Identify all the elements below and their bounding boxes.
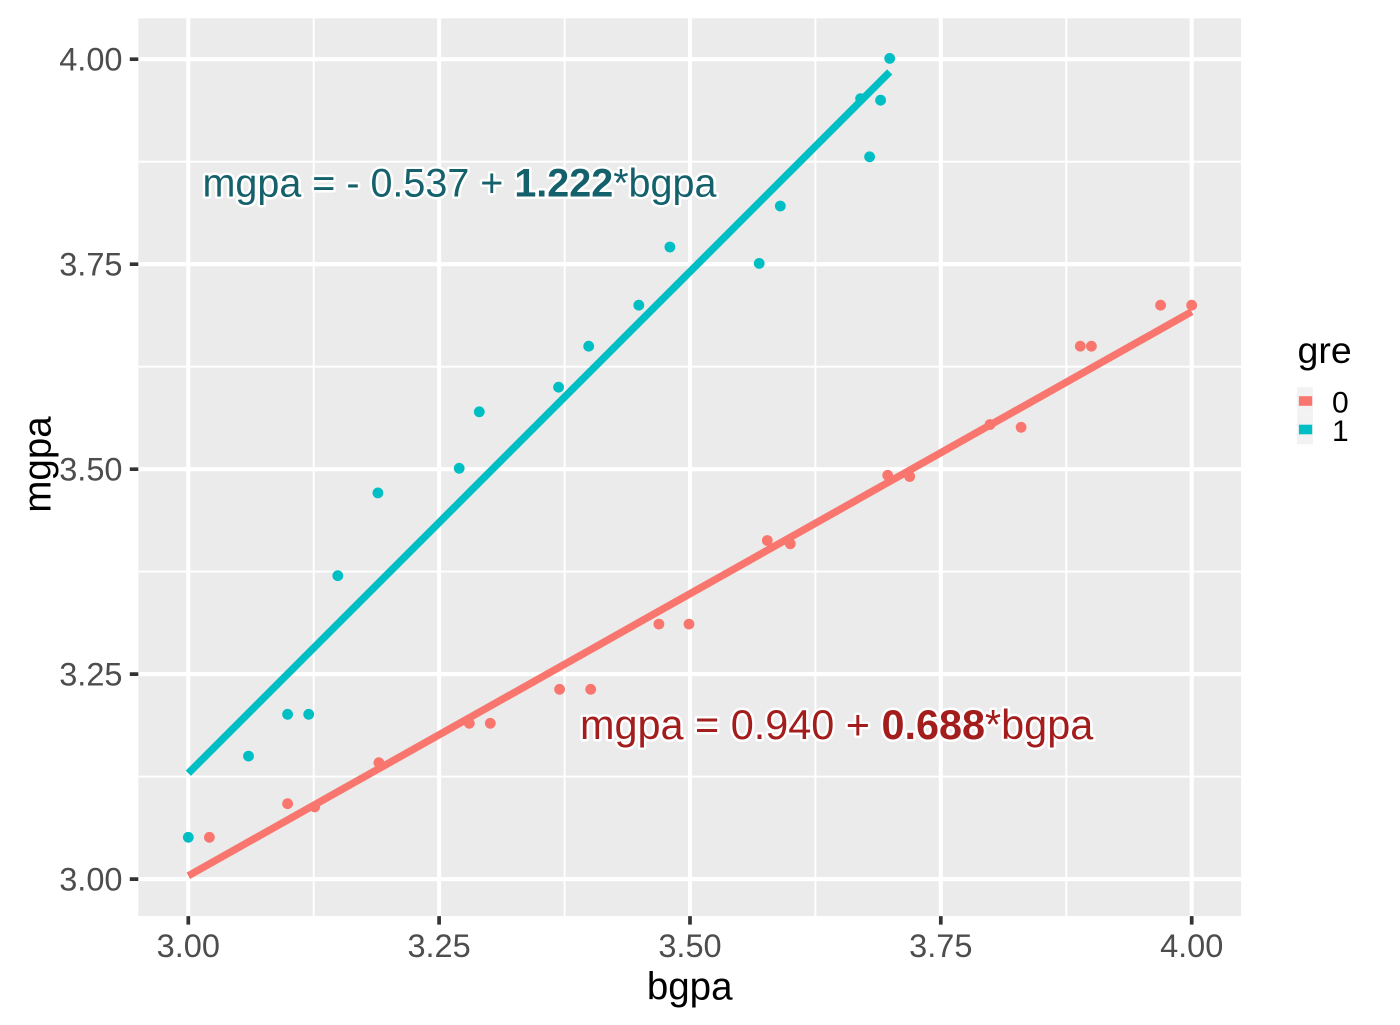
svg-text:4.00: 4.00 <box>1160 928 1223 964</box>
svg-text:mgpa = 0.940 + 0.688*bgpa: mgpa = 0.940 + 0.688*bgpa <box>580 702 1094 748</box>
svg-text:3.75: 3.75 <box>59 247 122 283</box>
svg-text:mgpa = - 0.537 + 1.222*bgpa: mgpa = - 0.537 + 1.222*bgpa <box>203 162 717 206</box>
svg-text:3.75: 3.75 <box>909 928 972 964</box>
svg-text:3.25: 3.25 <box>59 657 122 693</box>
svg-text:1: 1 <box>1332 415 1349 448</box>
svg-text:mgpa: mgpa <box>17 416 60 513</box>
svg-text:bgpa: bgpa <box>647 966 733 1009</box>
svg-text:3.50: 3.50 <box>59 452 122 488</box>
svg-text:3.00: 3.00 <box>59 862 122 898</box>
svg-text:0: 0 <box>1332 386 1349 419</box>
svg-text:3.25: 3.25 <box>407 928 470 964</box>
svg-text:gre: gre <box>1298 329 1352 371</box>
svg-text:3.50: 3.50 <box>658 928 721 964</box>
svg-text:4.00: 4.00 <box>59 42 122 78</box>
svg-text:3.00: 3.00 <box>157 928 220 964</box>
